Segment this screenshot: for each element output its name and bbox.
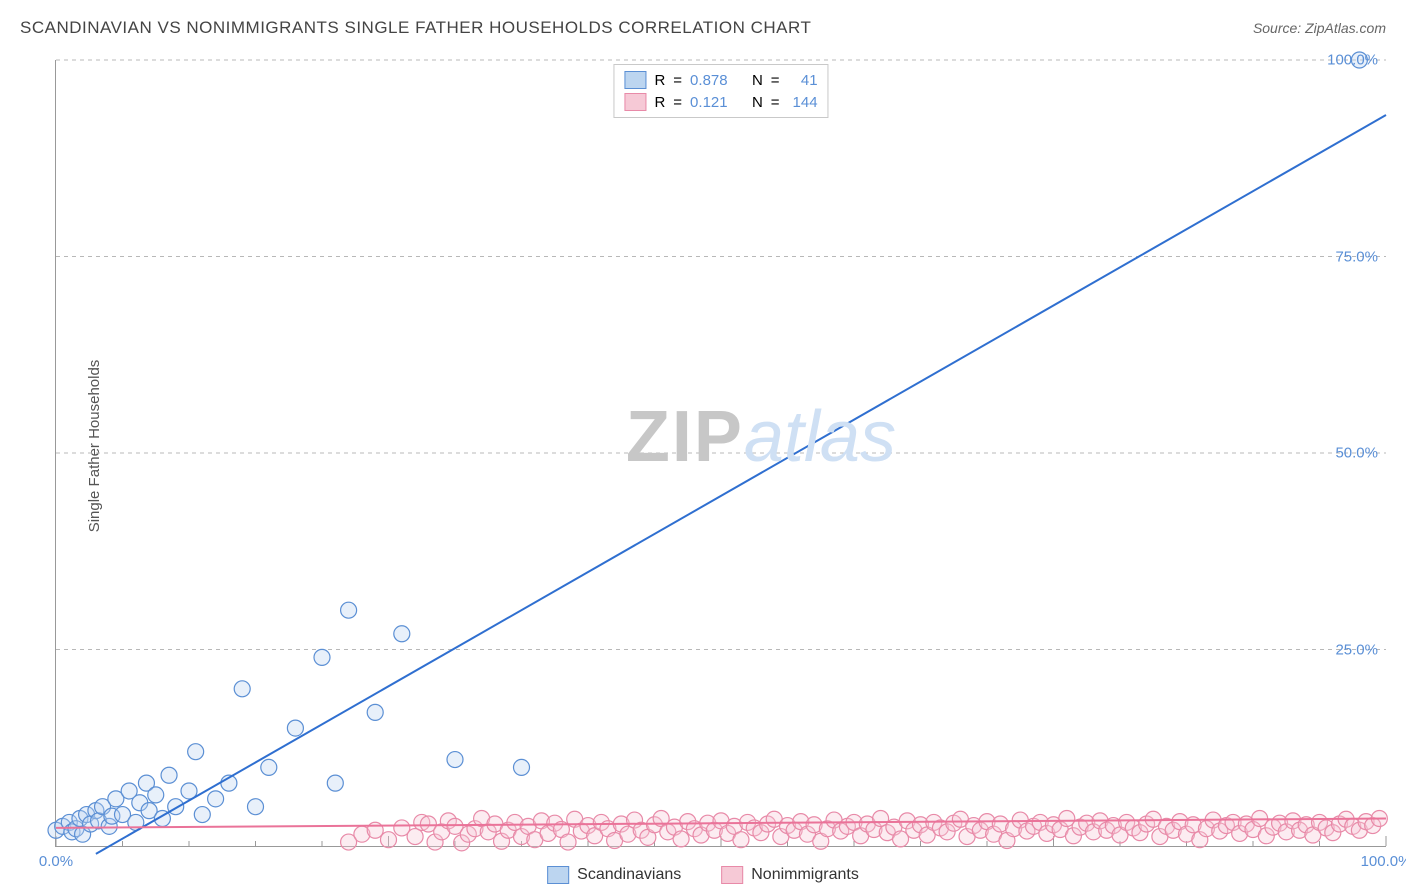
swatch-nonimmigrants-bottom bbox=[721, 866, 743, 884]
n-value-scand: 41 bbox=[788, 72, 818, 89]
r-value-scand: 0.878 bbox=[690, 72, 728, 89]
swatch-nonimmigrants bbox=[624, 93, 646, 111]
swatch-scandinavians-bottom bbox=[547, 866, 569, 884]
swatch-scandinavians bbox=[624, 71, 646, 89]
eq: = bbox=[673, 94, 682, 111]
legend-row-scandinavians: R = 0.878 N = 41 bbox=[624, 69, 817, 91]
source-label: Source: ZipAtlas.com bbox=[1253, 20, 1386, 36]
chart-header: SCANDINAVIAN VS NONIMMIGRANTS SINGLE FAT… bbox=[20, 18, 1386, 38]
legend-label-nonimmigrants: Nonimmigrants bbox=[751, 866, 859, 884]
y-tick-label: 25.0% bbox=[1335, 641, 1378, 658]
scatter-plot: ZIPatlas R = 0.878 N = 41 R = 0.121 N = … bbox=[55, 60, 1386, 847]
series-legend: Scandinavians Nonimmigrants bbox=[547, 866, 859, 884]
chart-title: SCANDINAVIAN VS NONIMMIGRANTS SINGLE FAT… bbox=[20, 18, 811, 38]
eq: = bbox=[771, 72, 780, 89]
eq: = bbox=[673, 72, 682, 89]
plot-svg bbox=[56, 60, 1386, 846]
r-label: R bbox=[654, 94, 665, 111]
legend-item-nonimmigrants: Nonimmigrants bbox=[721, 866, 859, 884]
x-tick-label: 0.0% bbox=[39, 853, 73, 870]
eq: = bbox=[771, 94, 780, 111]
n-label: N bbox=[752, 94, 763, 111]
n-label: N bbox=[752, 72, 763, 89]
x-tick-label: 100.0% bbox=[1361, 853, 1406, 870]
legend-item-scandinavians: Scandinavians bbox=[547, 866, 681, 884]
legend-row-nonimmigrants: R = 0.121 N = 144 bbox=[624, 91, 817, 113]
r-value-nonimm: 0.121 bbox=[690, 94, 728, 111]
r-label: R bbox=[654, 72, 665, 89]
legend-label-scandinavians: Scandinavians bbox=[577, 866, 681, 884]
y-tick-label: 100.0% bbox=[1327, 52, 1378, 69]
correlation-legend: R = 0.878 N = 41 R = 0.121 N = 144 bbox=[613, 64, 828, 118]
n-value-nonimm: 144 bbox=[788, 94, 818, 111]
y-tick-label: 75.0% bbox=[1335, 248, 1378, 265]
y-tick-label: 50.0% bbox=[1335, 445, 1378, 462]
